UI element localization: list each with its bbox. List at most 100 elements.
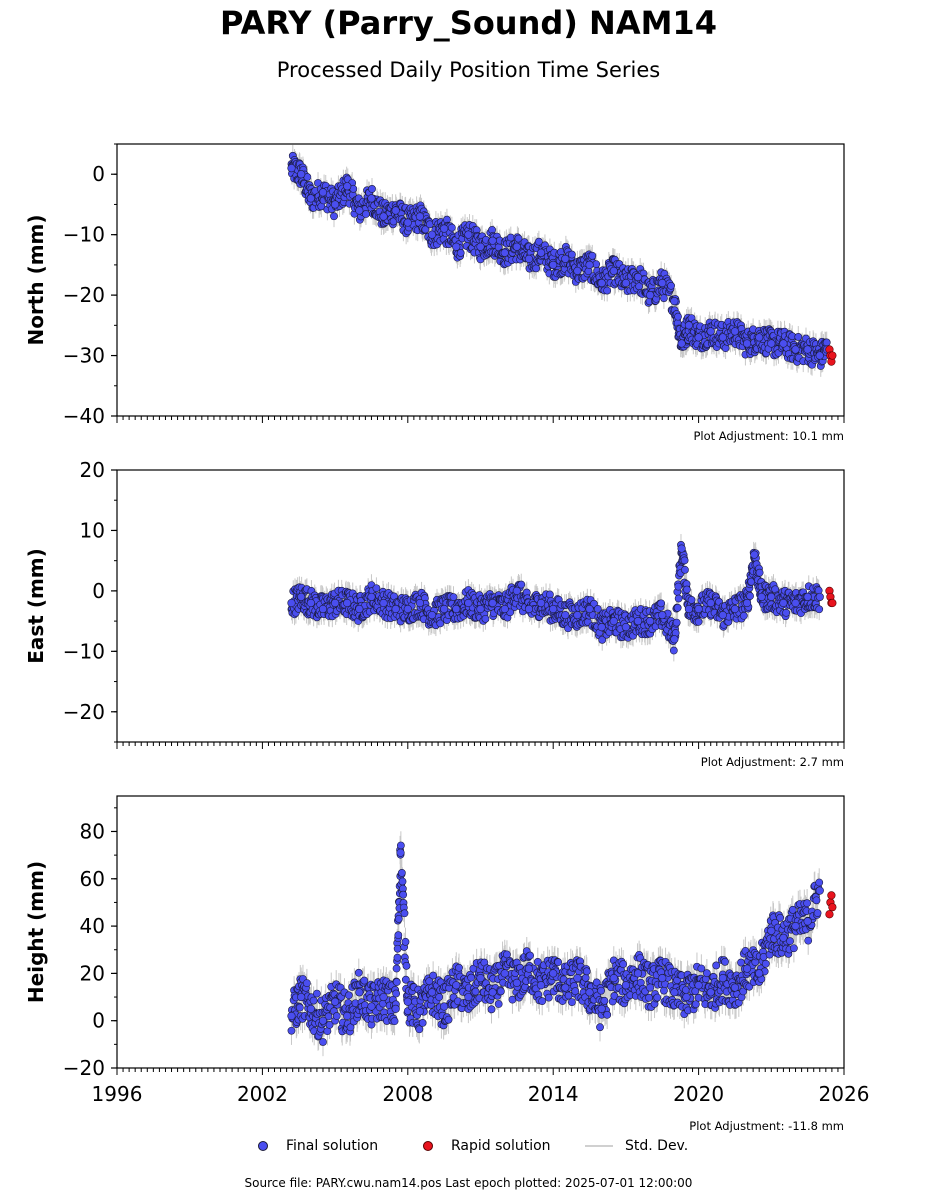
final-point xyxy=(670,635,679,644)
final-point-dense xyxy=(674,312,682,321)
final-point xyxy=(355,206,364,215)
final-point-dense xyxy=(739,611,748,620)
final-point xyxy=(561,610,570,620)
final-point xyxy=(658,610,667,620)
final-point xyxy=(512,242,521,251)
final-point xyxy=(779,598,788,608)
final-point-dense xyxy=(534,237,543,246)
final-point xyxy=(536,598,546,608)
final-point xyxy=(452,604,461,614)
final-point-dense xyxy=(667,281,675,290)
final-point-dense xyxy=(814,586,823,595)
final-point xyxy=(355,604,364,614)
final-point-dense xyxy=(674,594,683,603)
final-point xyxy=(343,598,352,608)
final-point xyxy=(427,230,437,239)
plot-adjustment-note: Plot Adjustment: 2.7 mm xyxy=(701,755,844,769)
y-tick-label: −10 xyxy=(63,639,105,663)
panel-1 xyxy=(287,534,837,662)
final-point-dense xyxy=(330,212,338,221)
final-point xyxy=(415,598,425,608)
final-point xyxy=(646,291,655,300)
y-tick-label: 0 xyxy=(92,162,105,186)
final-point xyxy=(718,610,727,620)
final-point-dense xyxy=(815,605,824,614)
final-point xyxy=(621,278,631,288)
final-point xyxy=(767,339,776,348)
final-point xyxy=(803,345,812,354)
panel-0 xyxy=(287,144,837,377)
final-point xyxy=(609,617,618,626)
final-point xyxy=(536,248,546,257)
final-point-dense xyxy=(481,614,490,623)
final-point xyxy=(730,327,740,336)
final-point xyxy=(633,272,643,282)
final-point xyxy=(803,592,812,602)
final-point xyxy=(403,218,412,227)
rapid-point xyxy=(828,351,837,360)
final-point-dense xyxy=(683,585,691,594)
final-point xyxy=(791,345,800,354)
final-point xyxy=(750,550,759,559)
final-point-dense xyxy=(545,590,554,599)
final-point xyxy=(549,604,558,614)
y-tick-label: 0 xyxy=(92,579,105,603)
final-point-dense xyxy=(687,596,696,604)
final-point xyxy=(597,623,606,632)
final-point xyxy=(730,604,740,614)
final-point-dense xyxy=(588,251,597,260)
final-point-dense xyxy=(449,593,458,601)
final-point xyxy=(706,327,715,336)
final-point xyxy=(287,164,296,173)
final-point xyxy=(427,610,437,620)
final-point-dense xyxy=(794,333,803,341)
final-point xyxy=(718,333,727,342)
final-point xyxy=(297,592,306,602)
final-point xyxy=(464,230,473,239)
final-point xyxy=(500,248,509,257)
final-point xyxy=(757,592,766,602)
final-point xyxy=(524,254,534,263)
final-point xyxy=(677,339,686,348)
final-point xyxy=(684,604,694,614)
final-point xyxy=(287,598,296,608)
final-point xyxy=(677,544,686,553)
final-point-dense xyxy=(755,568,764,577)
final-point-dense xyxy=(681,565,689,574)
final-point xyxy=(646,617,655,626)
final-point xyxy=(585,260,594,269)
y-tick-label: −10 xyxy=(63,223,105,247)
final-point xyxy=(561,254,570,263)
final-point xyxy=(670,297,679,306)
final-point-dense xyxy=(506,233,515,242)
final-point-dense xyxy=(447,223,456,232)
final-point xyxy=(331,200,340,209)
final-point-dense xyxy=(822,338,831,347)
final-point xyxy=(379,598,388,608)
final-point xyxy=(403,604,412,614)
final-point xyxy=(742,339,752,348)
final-point-dense xyxy=(568,250,576,259)
final-point xyxy=(633,617,643,626)
final-point-dense xyxy=(372,584,381,593)
final-point xyxy=(658,278,667,288)
final-point xyxy=(815,592,824,602)
chart-subtitle: Processed Daily Position Time Series xyxy=(276,58,661,82)
final-point xyxy=(512,586,521,595)
final-point xyxy=(573,610,582,620)
final-point xyxy=(440,224,449,233)
final-point xyxy=(488,236,497,245)
final-point xyxy=(440,604,449,614)
final-point xyxy=(597,278,606,288)
y-axis-label: East (mm) xyxy=(24,548,48,664)
final-point xyxy=(318,188,328,197)
final-point-dense xyxy=(598,635,607,644)
final-point-dense xyxy=(746,592,754,600)
final-point xyxy=(585,604,594,614)
final-point xyxy=(464,598,473,608)
final-point xyxy=(367,592,376,602)
y-tick-label: 20 xyxy=(80,458,105,482)
final-point xyxy=(694,333,703,342)
final-point xyxy=(306,598,315,608)
